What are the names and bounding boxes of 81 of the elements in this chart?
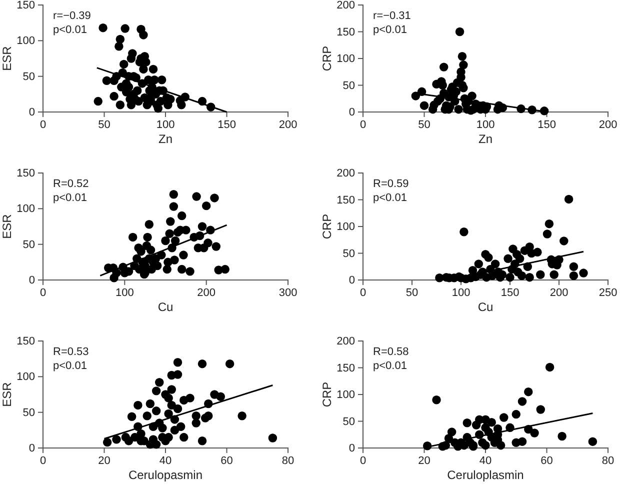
x-tick-label: 40 [159, 454, 172, 467]
x-tick-label: 100 [476, 118, 495, 131]
x-axis-title: Zn [158, 132, 173, 146]
annotation: R=0.58 [373, 346, 409, 358]
x-tick-label: 100 [115, 286, 134, 299]
y-tick-label: 0 [28, 106, 35, 119]
x-tick-label: 200 [197, 286, 216, 299]
y-axis-title: ESR [0, 382, 14, 407]
y-axis-title: CRP [320, 382, 334, 408]
x-tick-label: 60 [220, 454, 233, 467]
y-tick-label: 150 [16, 168, 35, 180]
x-tick-label: 80 [282, 454, 294, 467]
annotation: r=−0.31 [373, 10, 411, 22]
y-tick-label: 0 [348, 274, 355, 287]
x-tick-label: 0 [40, 118, 46, 131]
y-tick-label: 200 [336, 336, 355, 348]
y-tick-label: 150 [336, 194, 355, 206]
y-axis-title: ESR [0, 46, 14, 71]
x-axis-title: Cu [478, 300, 494, 314]
y-tick-label: 50 [22, 238, 35, 251]
x-tick-label: 100 [156, 118, 175, 131]
annotation: r=−0.39 [53, 10, 91, 22]
y-tick-label: 100 [336, 221, 355, 234]
x-tick-label: 150 [218, 118, 236, 131]
annotation: R=0.53 [53, 346, 89, 358]
y-tick-label: 50 [22, 406, 35, 419]
x-axis-title: Zn [478, 132, 493, 146]
annotation: p<0.01 [53, 24, 87, 36]
y-tick-label: 0 [348, 442, 355, 455]
annotation: p<0.01 [53, 360, 87, 372]
x-tick-label: 0 [40, 454, 46, 467]
x-tick-label: 0 [40, 286, 46, 299]
y-tick-label: 200 [336, 168, 355, 180]
y-tick-label: 0 [348, 106, 355, 119]
annotation: R=0.59 [373, 178, 409, 190]
x-tick-label: 300 [278, 286, 298, 299]
x-tick-label: 50 [418, 118, 430, 131]
x-axis-title: Cu [158, 300, 174, 314]
y-tick-label: 50 [22, 70, 35, 83]
y-tick-label: 50 [342, 80, 355, 92]
annotation: p<0.01 [53, 192, 87, 204]
y-tick-label: 150 [336, 26, 355, 38]
x-tick-label: 20 [98, 454, 110, 467]
y-tick-label: 150 [16, 336, 35, 348]
annotation: p<0.01 [373, 24, 407, 36]
x-tick-label: 0 [360, 118, 366, 131]
x-tick-label: 40 [479, 454, 492, 467]
y-axis-title: CRP [320, 214, 334, 240]
y-tick-label: 100 [16, 371, 35, 384]
x-tick-label: 150 [538, 118, 556, 131]
x-tick-label: 0 [360, 286, 366, 299]
x-tick-label: 50 [98, 118, 110, 131]
x-tick-label: 100 [452, 286, 470, 299]
x-axis-title: Cerulopasmin [128, 468, 203, 482]
annotation: R=0.52 [53, 178, 89, 190]
x-tick-label: 50 [406, 286, 418, 299]
x-tick-label: 250 [598, 286, 618, 299]
y-tick-label: 100 [336, 53, 355, 66]
x-tick-label: 200 [598, 118, 618, 131]
y-axis-title: ESR [0, 214, 14, 239]
y-tick-label: 0 [28, 442, 35, 455]
x-tick-label: 80 [602, 454, 614, 467]
y-tick-label: 200 [336, 0, 355, 12]
y-tick-label: 50 [342, 248, 355, 260]
x-tick-label: 20 [418, 454, 430, 467]
y-tick-label: 100 [336, 389, 355, 402]
x-tick-label: 60 [540, 454, 553, 467]
y-tick-label: 150 [16, 0, 35, 12]
y-axis-title: CRP [320, 46, 334, 72]
y-tick-label: 50 [342, 416, 355, 428]
x-tick-label: 0 [360, 454, 366, 467]
y-tick-label: 100 [16, 35, 35, 48]
y-tick-label: 0 [28, 274, 35, 287]
x-tick-label: 150 [500, 286, 520, 299]
y-tick-label: 100 [16, 203, 35, 216]
y-tick-label: 150 [336, 362, 355, 374]
x-axis-title: Ceruloplasmin [447, 468, 524, 482]
annotation: p<0.01 [373, 192, 407, 204]
x-tick-label: 200 [550, 286, 568, 299]
annotation: p<0.01 [373, 360, 407, 372]
x-tick-label: 200 [278, 118, 298, 131]
